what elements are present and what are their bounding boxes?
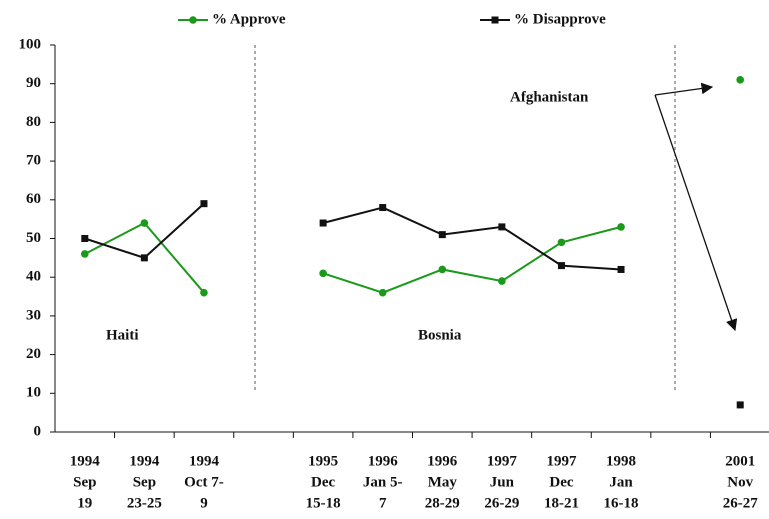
annotation: Afghanistan — [510, 89, 589, 105]
point — [81, 235, 89, 242]
x-tick-label: May — [428, 474, 458, 490]
y-tick-label: 100 — [19, 36, 42, 52]
x-tick-label: 1996 — [368, 453, 399, 469]
point — [319, 269, 327, 278]
x-tick-label: Oct 7- — [184, 474, 224, 490]
x-tick-label: Dec — [549, 474, 573, 490]
y-tick-label: 70 — [26, 153, 41, 169]
x-tick-label: 19 — [77, 495, 92, 511]
arrow — [654, 82, 714, 96]
y-tick-label: 60 — [26, 191, 41, 207]
x-tick-label: 1994 — [189, 453, 220, 469]
x-tick-label: 9 — [200, 495, 208, 511]
x-tick-label: 7 — [379, 495, 387, 511]
point — [200, 200, 208, 208]
series-line — [85, 80, 740, 293]
x-tick-label: Jan — [609, 474, 633, 490]
y-tick-label: 40 — [26, 269, 41, 285]
point — [140, 219, 149, 227]
x-tick-label: 26-27 — [723, 495, 758, 511]
point — [557, 238, 566, 247]
annotation: Bosnia — [418, 327, 462, 343]
x-tick-label: Sep — [73, 474, 96, 490]
point — [189, 16, 197, 24]
y-tick-label: 50 — [26, 230, 41, 246]
point — [617, 223, 625, 231]
x-tick-label: 1994 — [129, 453, 160, 469]
y-tick-label: 10 — [26, 385, 41, 401]
point — [319, 219, 327, 227]
x-tick-label: 18-21 — [544, 495, 579, 511]
x-tick-label: Dec — [311, 474, 335, 490]
x-tick-label: 28-29 — [425, 495, 460, 511]
point — [498, 277, 506, 285]
x-tick-label: Nov — [727, 474, 753, 490]
x-tick-label: Sep — [133, 474, 156, 490]
x-tick-label: 16-18 — [604, 495, 639, 511]
y-tick-label: 20 — [26, 346, 41, 362]
x-tick-label: Jan 5- — [363, 474, 403, 490]
legend-label: % Approve — [212, 11, 286, 27]
y-tick-label: 0 — [34, 423, 42, 439]
point — [200, 288, 208, 297]
arrow — [654, 94, 738, 332]
x-tick-label: 2001 — [725, 453, 755, 469]
point — [80, 250, 89, 258]
x-tick-label: 26-29 — [484, 495, 519, 511]
x-tick-label: 1998 — [606, 453, 636, 469]
point — [438, 231, 446, 239]
point — [736, 76, 745, 84]
point — [379, 204, 387, 212]
y-tick-label: 90 — [26, 75, 41, 91]
x-tick-label: 1994 — [70, 453, 101, 469]
series-line — [85, 204, 740, 405]
point — [438, 265, 447, 274]
point — [557, 262, 565, 270]
x-tick-label: 1997 — [546, 453, 577, 469]
annotation: Haiti — [106, 327, 139, 343]
point — [736, 401, 744, 409]
point — [491, 16, 499, 24]
y-tick-label: 30 — [26, 307, 41, 323]
x-tick-label: 15-18 — [306, 495, 341, 511]
x-tick-label: 1996 — [427, 453, 458, 469]
legend-label: % Disapprove — [514, 11, 606, 27]
y-tick-label: 80 — [26, 114, 41, 130]
x-tick-label: 1995 — [308, 453, 338, 469]
x-tick-label: 1997 — [487, 453, 518, 469]
point — [498, 223, 506, 231]
point — [617, 265, 625, 273]
point — [378, 288, 387, 297]
x-tick-label: 23-25 — [127, 495, 162, 511]
point — [140, 254, 148, 262]
x-tick-label: Jun — [490, 474, 515, 490]
